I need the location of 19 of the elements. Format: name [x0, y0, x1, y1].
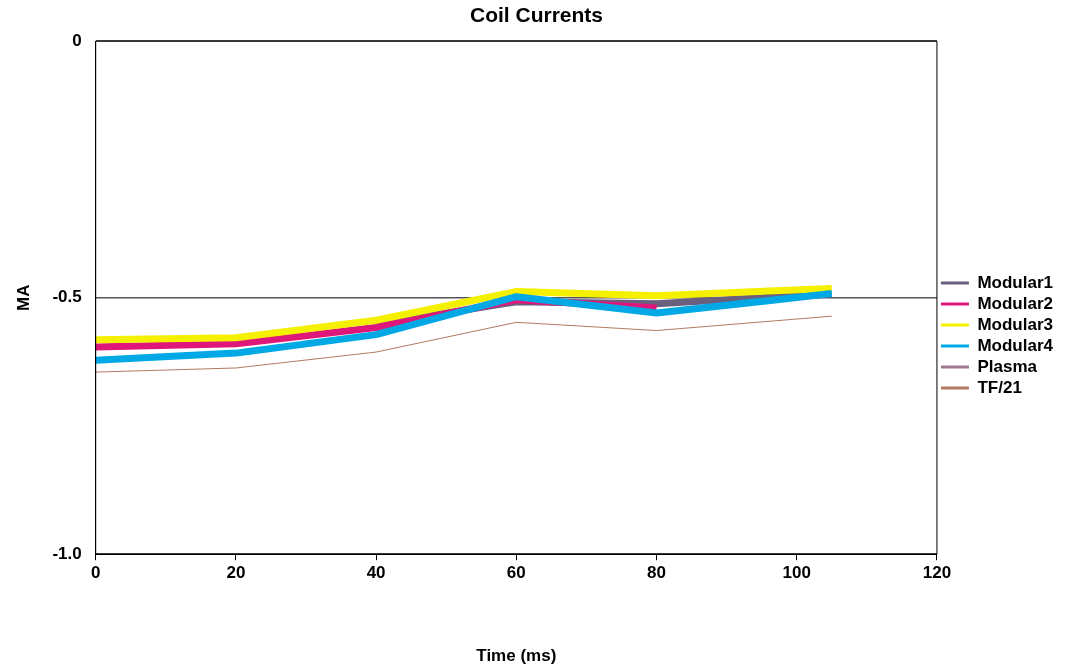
legend-label: Modular3 — [977, 314, 1053, 334]
x-tick-label: 40 — [366, 563, 386, 583]
x-tick-label: 100 — [782, 563, 811, 583]
y-tick-label: -1.0 — [52, 543, 82, 563]
legend-label: Modular2 — [977, 293, 1053, 313]
x-axis-title: Time (ms) — [476, 646, 557, 666]
legend-label: Modular4 — [977, 335, 1054, 355]
y-tick-label: -0.5 — [52, 287, 82, 307]
x-tick-label: 60 — [506, 563, 526, 583]
y-axis-title: MA — [13, 284, 33, 311]
chart-title: Coil Currents — [469, 3, 604, 27]
x-tick-label: 20 — [226, 563, 246, 583]
y-tick-label: 0 — [72, 30, 82, 50]
legend-label: Modular1 — [977, 272, 1053, 292]
x-tick-label: 120 — [922, 563, 952, 583]
x-tick-label: 0 — [90, 563, 101, 583]
x-tick-label: 80 — [647, 563, 666, 583]
legend-label: Plasma — [977, 356, 1038, 376]
legend-label: TF/21 — [977, 377, 1022, 397]
